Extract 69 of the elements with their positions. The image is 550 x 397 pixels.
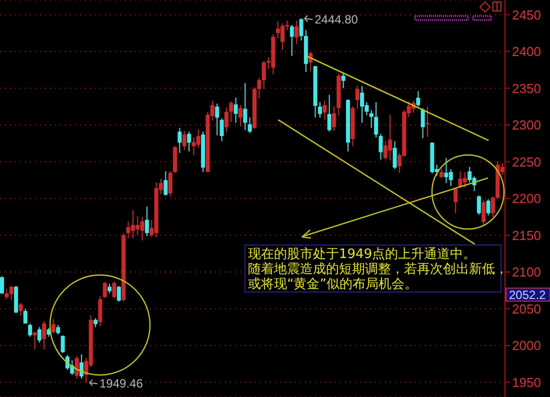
candlestick [416,90,420,108]
candlestick [56,324,60,336]
candlestick [238,104,242,127]
y-tick-label: 2250 [512,154,541,170]
candlestick [116,285,121,302]
candlestick [262,60,266,90]
candlestick [369,110,374,128]
candlestick [486,198,490,216]
y-tick-label: 2200 [512,191,541,206]
y-tick-label: 1950 [512,374,541,390]
annotation: 或将现“黄金”似的布局机会。 [248,277,418,292]
candlestick [476,195,481,216]
y-tick-label: 2400 [512,44,541,60]
candlestick [318,102,322,118]
candlestick [79,354,84,380]
text: 2052.2 [509,288,546,302]
y-tick-label: 2100 [512,264,541,280]
annotation: 现在的股市处于1949点的上升通道中。 [248,247,476,262]
candlestick [327,94,332,132]
candlestick [28,322,32,338]
candlestick [0,276,4,295]
candlestick [187,131,192,152]
candlestick [220,118,224,142]
candlestick [18,302,23,316]
candlestick [299,18,304,41]
candlestick [102,281,107,298]
candlestick [168,170,172,197]
annotation: 1949.46 [100,376,144,391]
candlestick [341,73,346,89]
candlestick [378,133,383,160]
candlestick [248,117,252,134]
candlestick [482,199,486,226]
candlestick [322,100,327,120]
candlestick [243,82,248,131]
candlestick [332,106,336,132]
candlestick [23,308,28,324]
y-tick-label: 2300 [512,118,541,133]
candlestick [98,296,102,327]
annotation: 2444.80 [314,12,358,27]
candlestick [392,140,397,170]
candlestick [182,130,186,150]
candlestick [360,86,364,124]
candlestick [490,196,495,218]
candlestick [234,97,238,124]
y-tick-label: 2450 [512,7,541,22]
candlestick [355,86,360,110]
candlestick [144,206,149,236]
candlestick [42,320,46,350]
candlestick [74,355,79,380]
candlestick [37,326,42,344]
candlestick [215,103,220,136]
annotation: 随着地震造成的短期调整，若再次创出新低， [248,261,508,277]
candlestick [294,20,299,45]
candlestick [51,318,56,334]
candlestick [290,24,294,56]
candlestick [178,127,182,154]
candlestick [164,170,168,196]
y-tick-label: 2150 [512,228,541,243]
y-tick-label: 2350 [512,80,541,96]
candlestick [257,77,262,100]
y-tick-label: 2000 [512,338,541,354]
candlestick [112,281,116,299]
candlestick [229,100,234,123]
candlestick [60,334,65,354]
candlestick [108,283,112,294]
candlestick [224,106,228,133]
y-tick-label: 2050 [512,301,541,316]
candlestick [420,108,425,139]
candlestick [374,102,378,138]
